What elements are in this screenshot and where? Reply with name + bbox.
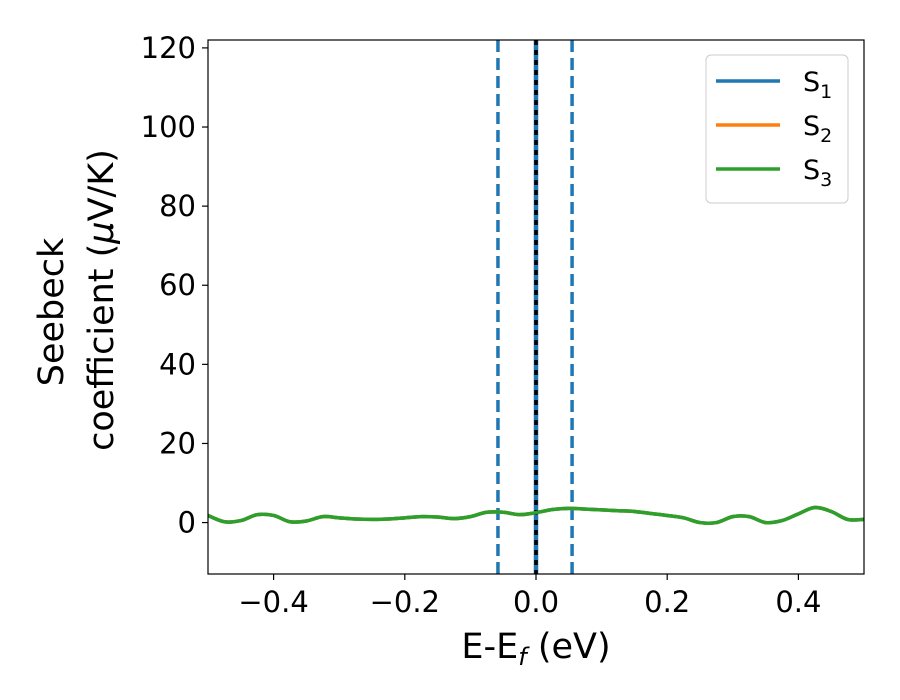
y-tick-label: 100 (141, 110, 196, 144)
x-axis-label-unit: (eV) (527, 627, 611, 667)
y-tick-label: 20 (159, 426, 196, 460)
legend-label-s1: S1 (803, 67, 832, 103)
mu-symbol: μ (82, 221, 122, 244)
y-tick-label: 40 (159, 347, 196, 381)
reference-lines (496, 40, 574, 574)
y-axis-label-line2: coefficient (μV/K) (82, 149, 122, 451)
x-tick-label: −0.2 (370, 585, 440, 619)
legend: S1 S2 S3 (705, 54, 849, 204)
series-lines (208, 505, 864, 525)
x-tick-label: 0.0 (513, 585, 559, 619)
y-tick-label: 120 (141, 31, 196, 65)
series-line-s3 (208, 505, 864, 525)
x-axis-label: E-Ef (eV) (461, 627, 610, 671)
x-axis-ticks: −0.4 −0.2 0.0 0.2 0.4 (238, 574, 821, 619)
y-axis-label: Seebeck coefficient (μV/K) (32, 149, 122, 451)
legend-label-s2: S2 (803, 111, 832, 147)
x-tick-label: −0.4 (238, 585, 308, 619)
legend-box (705, 54, 849, 204)
y-tick-label: 60 (159, 268, 196, 302)
x-tick-label: 0.4 (775, 585, 821, 619)
y-axis-ticks: 0 20 40 60 80 100 120 (141, 31, 208, 540)
x-tick-label: 0.2 (644, 585, 690, 619)
y-tick-label: 0 (178, 506, 196, 540)
y-tick-label: 80 (159, 189, 196, 223)
legend-label-s3: S3 (803, 155, 832, 191)
y-axis-label-line1: Seebeck (32, 237, 72, 386)
